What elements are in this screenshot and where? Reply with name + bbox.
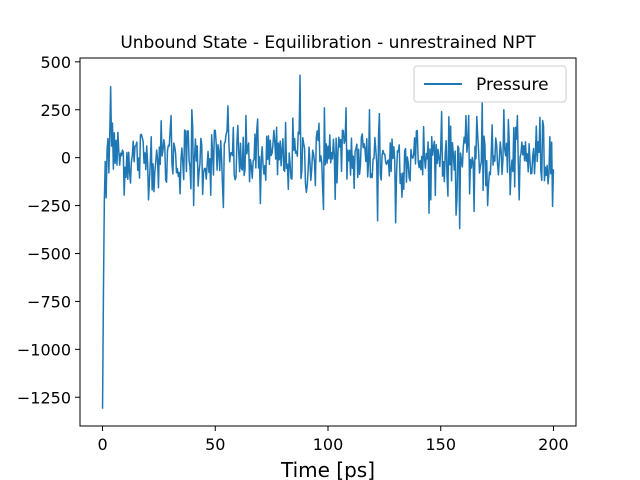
y-tick-label: −1000 bbox=[17, 340, 71, 359]
legend-label-pressure: Pressure bbox=[476, 75, 549, 95]
legend-box bbox=[413, 65, 567, 103]
x-tick-label: 150 bbox=[425, 435, 456, 454]
y-tick-label: −250 bbox=[27, 197, 71, 216]
legend: Pressure bbox=[413, 65, 567, 103]
y-tick-label: −500 bbox=[27, 245, 71, 264]
y-tick-label: −1250 bbox=[17, 388, 71, 407]
y-tick-label: 0 bbox=[61, 149, 71, 168]
x-tick-label: 0 bbox=[97, 435, 107, 454]
x-axis-label: Time [ps] bbox=[280, 458, 375, 480]
chart-title: Unbound State - Equilibration - unrestra… bbox=[120, 33, 536, 53]
y-axis-ticks: −1250 −1000 −750 −500 −250 0 250 500 bbox=[17, 53, 80, 407]
x-axis-ticks: 0 50 100 150 200 bbox=[97, 426, 569, 454]
y-tick-label: 500 bbox=[40, 53, 71, 72]
series-line-pressure bbox=[101, 74, 555, 409]
x-tick-label: 50 bbox=[205, 435, 225, 454]
plot-frame bbox=[79, 57, 577, 427]
y-tick-label: 250 bbox=[40, 101, 71, 120]
plot-area bbox=[101, 74, 555, 409]
y-tick-label: −750 bbox=[27, 292, 71, 311]
x-tick-label: 200 bbox=[538, 435, 569, 454]
x-tick-label: 100 bbox=[313, 435, 344, 454]
